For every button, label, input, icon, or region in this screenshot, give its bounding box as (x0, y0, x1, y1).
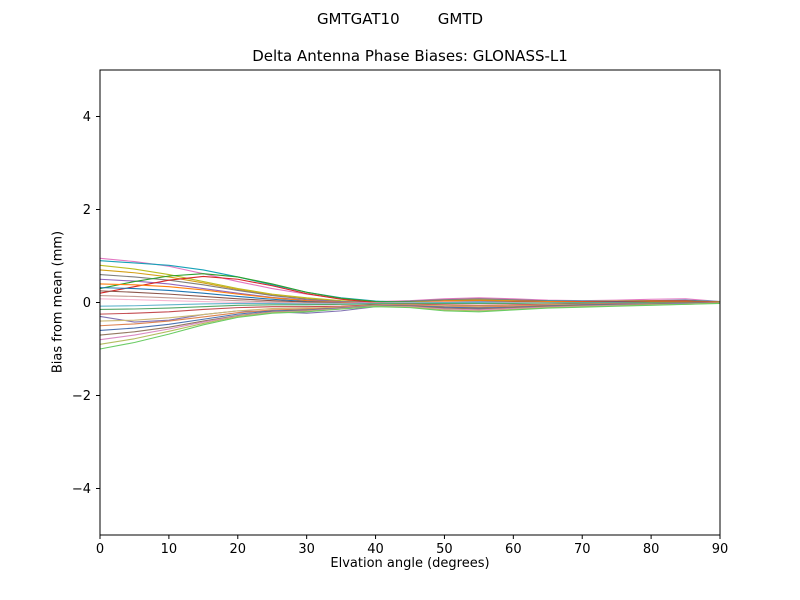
x-tick-label: 60 (505, 542, 522, 557)
plot-title: Delta Antenna Phase Biases: GLONASS-L1 (252, 47, 568, 65)
y-tick-label: −4 (72, 482, 91, 497)
x-tick-label: 30 (298, 542, 315, 557)
plot-suptitle: GMTGAT10 GMTD (316, 10, 484, 28)
x-tick-label: 10 (161, 542, 178, 557)
x-tick-label: 50 (436, 542, 453, 557)
bias-line (99, 302, 721, 341)
x-tick-label: 80 (643, 542, 660, 557)
y-tick-label: 4 (83, 110, 91, 125)
x-tick-label: 0 (96, 542, 104, 557)
y-tick-label: 0 (83, 296, 91, 311)
y-tick-label: −2 (72, 389, 91, 404)
y-tick-group: −4 −2 0 2 4 (72, 110, 100, 497)
x-tick-label: 90 (712, 542, 729, 557)
x-tick-label: 20 (230, 542, 247, 557)
x-tick-label: 40 (367, 542, 384, 557)
bias-line (99, 302, 721, 350)
x-tick-group: 0 10 20 30 40 50 60 70 80 90 (96, 535, 728, 557)
y-tick-label: 2 (83, 203, 91, 218)
series-lines (99, 257, 721, 350)
x-axis-label: Elvation angle (degrees) (330, 556, 490, 571)
x-tick-label: 70 (574, 542, 591, 557)
